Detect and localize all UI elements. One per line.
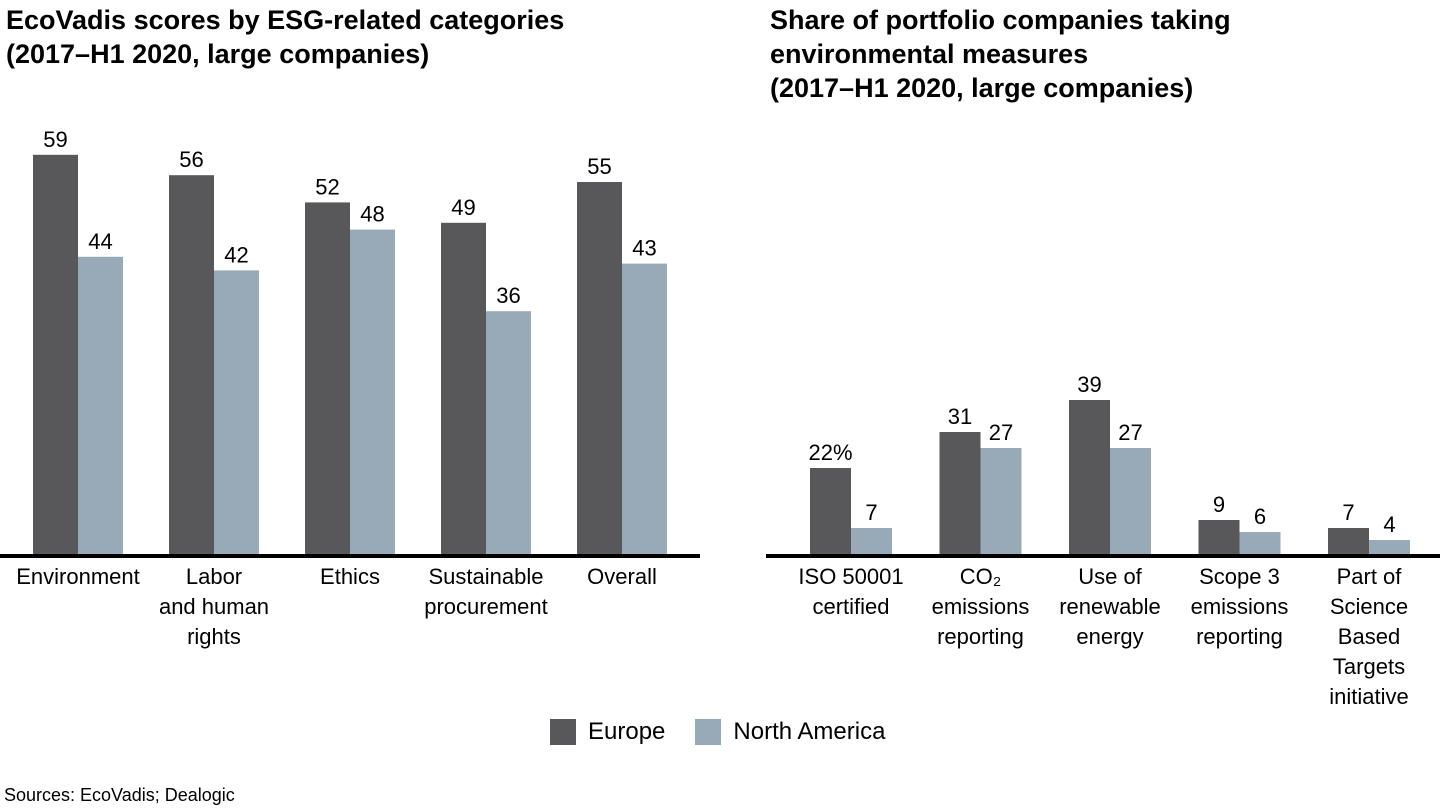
category-label: Based: [1338, 624, 1400, 649]
bar-europe: [939, 432, 981, 556]
category-label: Science: [1330, 594, 1408, 619]
chart-title-line: EcoVadis scores by ESG-related categorie…: [6, 5, 565, 35]
category-label: Labor: [186, 564, 242, 589]
category-label: ISO 50001: [798, 564, 903, 589]
category-label: Targets: [1333, 654, 1405, 679]
bar-north-america: [1369, 540, 1410, 556]
data-label: 49: [451, 195, 475, 220]
chart-title-line: Share of portfolio companies taking: [770, 5, 1231, 35]
data-label: 43: [632, 236, 656, 261]
bar-europe: [33, 154, 78, 557]
category-label: emissions: [932, 594, 1030, 619]
data-label: 4: [1383, 512, 1395, 537]
source-note: Sources: EcoVadis; Dealogic: [4, 785, 235, 805]
data-label: 42: [224, 242, 248, 267]
legend-label-europe: Europe: [588, 718, 666, 745]
category-label: CO₂: [960, 564, 1002, 589]
bar-north-america: [214, 270, 259, 556]
data-label: 48: [360, 202, 384, 227]
legend-label-north-america: North America: [733, 718, 886, 745]
bar-north-america: [622, 263, 667, 556]
bar-europe: [577, 182, 622, 556]
data-label: 22%: [808, 440, 852, 465]
data-label: 52: [315, 174, 339, 199]
bar-north-america: [980, 448, 1022, 556]
category-label: initiative: [1329, 684, 1408, 709]
category-label: renewable: [1059, 594, 1161, 619]
category-label: emissions: [1191, 594, 1289, 619]
bar-europe: [441, 222, 486, 557]
category-label: Environment: [16, 564, 140, 589]
data-label: 27: [989, 420, 1013, 445]
bar-north-america: [851, 528, 892, 556]
legend-item-europe: Europe: [550, 718, 665, 746]
chart-title-environmental-measures: Share of portfolio companies taking envi…: [770, 3, 1231, 105]
legend: Europe North America: [550, 718, 915, 746]
category-label: and human: [159, 594, 269, 619]
data-label: 9: [1213, 492, 1225, 517]
bar-europe: [1069, 400, 1110, 556]
bar-europe: [810, 468, 851, 556]
bar-north-america: [350, 229, 395, 556]
category-label: Ethics: [320, 564, 380, 589]
legend-swatch-europe: [550, 719, 576, 745]
category-label: Overall: [587, 564, 657, 589]
data-label: 27: [1118, 420, 1142, 445]
chart-title-ecovadis: EcoVadis scores by ESG-related categorie…: [6, 3, 564, 71]
category-label: Scope 3: [1199, 564, 1280, 589]
bar-europe: [1328, 528, 1369, 556]
category-label: certified: [812, 594, 889, 619]
data-label: 39: [1077, 372, 1101, 397]
data-label: 59: [43, 127, 67, 152]
chart-subtitle-line: (2017–H1 2020, large companies): [6, 39, 430, 69]
data-label: 55: [587, 154, 611, 179]
bar-north-america: [1110, 448, 1151, 556]
category-label: Sustainable: [429, 564, 544, 589]
data-label: 7: [865, 500, 877, 525]
data-label: 31: [948, 404, 972, 429]
chart-title-line: environmental measures: [770, 39, 1089, 69]
chart-subtitle-line: (2017–H1 2020, large companies): [770, 73, 1194, 103]
bar-north-america: [486, 311, 531, 556]
category-label: procurement: [424, 594, 548, 619]
legend-swatch-north-america: [695, 719, 722, 745]
category-label: rights: [187, 624, 241, 649]
category-label: reporting: [1196, 624, 1283, 649]
bar-north-america: [1239, 532, 1281, 556]
data-label: 7: [1342, 500, 1354, 525]
data-label: 6: [1254, 504, 1266, 529]
legend-item-north-america: North America: [695, 718, 885, 746]
bar-europe: [169, 175, 214, 556]
data-label: 36: [496, 283, 520, 308]
bar-europe: [305, 202, 350, 556]
category-label: Use of: [1078, 564, 1142, 589]
category-label: reporting: [937, 624, 1024, 649]
bar-north-america: [78, 256, 123, 556]
category-label: Part of: [1337, 564, 1403, 589]
category-label: energy: [1076, 624, 1143, 649]
data-label: 44: [88, 229, 112, 254]
bar-europe: [1198, 520, 1240, 556]
data-label: 56: [179, 147, 203, 172]
